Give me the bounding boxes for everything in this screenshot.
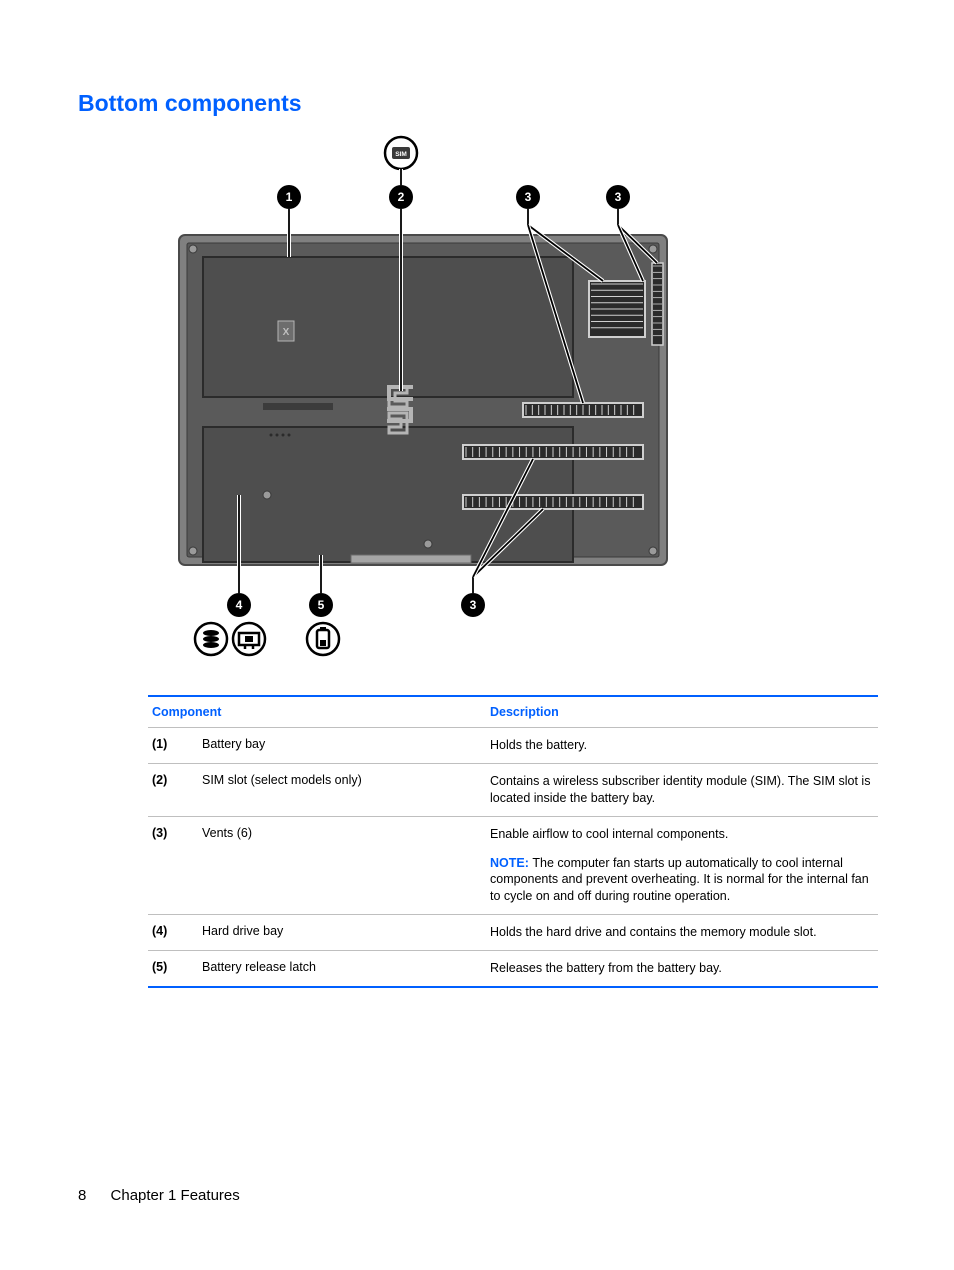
row-number: (3) [152, 826, 202, 840]
svg-text:3: 3 [615, 190, 622, 204]
section-title: Bottom components [78, 90, 876, 117]
note-label: NOTE: [490, 856, 532, 870]
svg-text:4: 4 [236, 598, 243, 612]
row-description: Holds the battery. [490, 737, 874, 754]
page-footer: 8 Chapter 1 Features [78, 1187, 240, 1204]
svg-text:3: 3 [470, 598, 477, 612]
table-row: (3)Vents (6)Enable airflow to cool inter… [148, 817, 878, 916]
row-component: Battery bay [202, 737, 490, 751]
row-description: Enable airflow to cool internal componen… [490, 826, 874, 906]
table-row: (2)SIM slot (select models only)Contains… [148, 764, 878, 817]
bottom-components-diagram: X 1 2 3 3 4 5 3 SIM [163, 135, 683, 665]
table-row: (1)Battery bayHolds the battery. [148, 728, 878, 764]
laptop-bottom-svg: X 1 2 3 3 4 5 3 SIM [163, 135, 683, 665]
svg-text:1: 1 [286, 190, 293, 204]
table-header: Component Description [148, 697, 878, 728]
svg-text:3: 3 [525, 190, 532, 204]
chapter-label: Chapter 1 Features [111, 1187, 240, 1204]
row-component: Hard drive bay [202, 924, 490, 938]
svg-text:5: 5 [318, 598, 325, 612]
svg-text:X: X [283, 327, 290, 338]
row-number: (2) [152, 773, 202, 787]
components-table: Component Description (1)Battery bayHold… [148, 695, 878, 988]
row-number: (1) [152, 737, 202, 751]
header-component: Component [152, 705, 490, 719]
row-description: Holds the hard drive and contains the me… [490, 924, 874, 941]
row-component: Battery release latch [202, 960, 490, 974]
table-row: (5)Battery release latchReleases the bat… [148, 951, 878, 986]
row-description: Contains a wireless subscriber identity … [490, 773, 874, 807]
row-component: Vents (6) [202, 826, 490, 840]
row-description: Releases the battery from the battery ba… [490, 960, 874, 977]
page-number: 8 [78, 1187, 86, 1204]
svg-text:2: 2 [398, 190, 405, 204]
svg-text:SIM: SIM [395, 151, 407, 158]
row-number: (4) [152, 924, 202, 938]
header-description: Description [490, 705, 878, 719]
row-number: (5) [152, 960, 202, 974]
row-component: SIM slot (select models only) [202, 773, 490, 787]
table-row: (4)Hard drive bayHolds the hard drive an… [148, 915, 878, 951]
